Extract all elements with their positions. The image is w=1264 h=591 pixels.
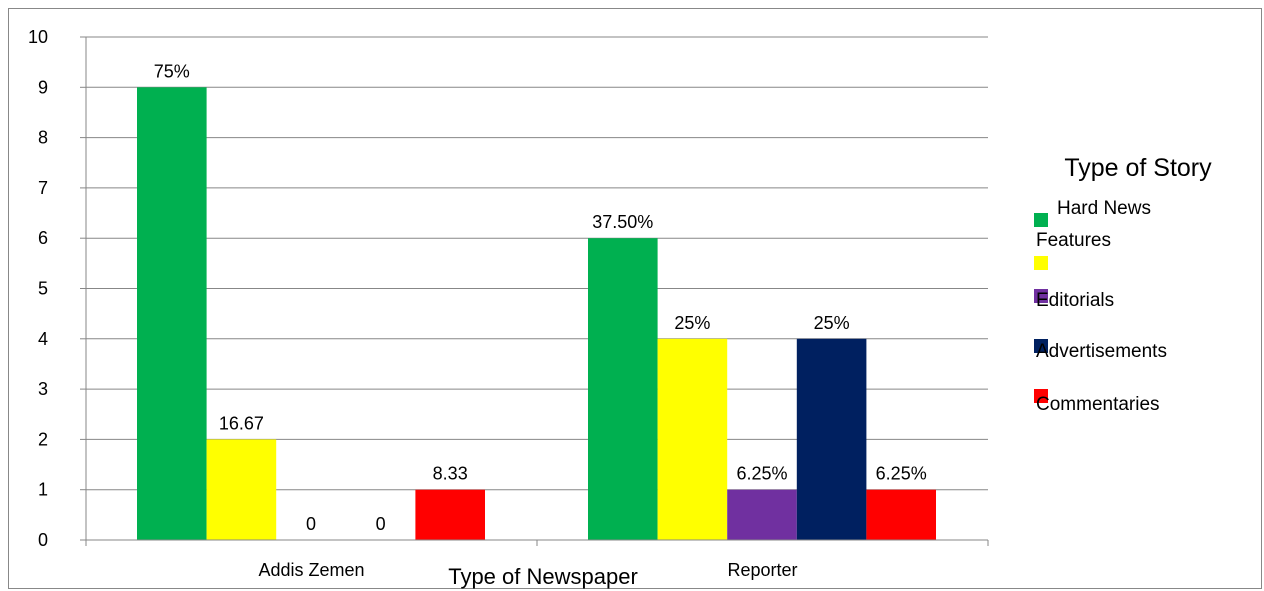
- legend-label: Features: [1036, 230, 1111, 251]
- x-axis-title: Type of Newspaper: [448, 564, 638, 589]
- bar: [866, 489, 936, 540]
- legend-swatch: [1034, 213, 1048, 227]
- legend-swatch: [1034, 256, 1048, 270]
- legend-label: Advertisements: [1036, 341, 1167, 362]
- legend-label: Editorials: [1036, 290, 1114, 311]
- data-label: 25%: [814, 313, 850, 333]
- y-tick-label: 10: [28, 27, 48, 47]
- bar: [137, 87, 207, 541]
- y-tick-label: 4: [38, 329, 48, 349]
- axes: [85, 37, 989, 546]
- data-labels: 75% 16.67 0 0 8.33 37.50% 25% 6.25% 25% 6.25%: [154, 61, 927, 534]
- category-label: Reporter: [727, 560, 797, 580]
- legend-title: Type of Story: [1064, 154, 1212, 182]
- legend: Type of Story Hard News Features Editorial…: [1034, 154, 1212, 415]
- legend-swatch: [1034, 289, 1048, 303]
- bar: [727, 489, 797, 540]
- y-tick-label: 8: [38, 128, 48, 148]
- bar: [206, 439, 277, 540]
- y-tick-label: 9: [38, 77, 48, 97]
- y-tick-label: 0: [38, 530, 48, 550]
- legend-label: Commentaries: [1036, 394, 1160, 415]
- data-label: 6.25%: [736, 464, 787, 484]
- y-tick-label: 6: [38, 228, 48, 248]
- data-label: 75%: [154, 61, 190, 81]
- y-tick-label: 3: [38, 379, 48, 399]
- bar: [657, 338, 728, 540]
- legend-label: Hard News: [1057, 198, 1151, 219]
- data-label: 25%: [674, 313, 710, 333]
- bar: [415, 489, 485, 540]
- y-tick-label: 1: [38, 480, 48, 500]
- y-axis-ticks: 0 1 2 3 4 5 6 7 8 9 10: [28, 27, 86, 550]
- y-tick-label: 2: [38, 429, 48, 449]
- data-label: 37.50%: [592, 212, 653, 232]
- data-label: 16.67: [219, 413, 264, 433]
- y-tick-label: 5: [38, 279, 48, 299]
- bars: [137, 87, 936, 541]
- data-label: 6.25%: [876, 464, 927, 484]
- category-labels: Addis Zemen Reporter: [258, 560, 797, 580]
- data-label: 8.33: [433, 464, 468, 484]
- data-label: 0: [306, 514, 316, 534]
- bar: [588, 238, 658, 540]
- data-label: 0: [376, 514, 386, 534]
- legend-swatch: [1034, 389, 1048, 403]
- bar: [796, 338, 867, 540]
- category-label: Addis Zemen: [258, 560, 364, 580]
- legend-swatch: [1034, 339, 1048, 353]
- y-tick-label: 7: [38, 178, 48, 198]
